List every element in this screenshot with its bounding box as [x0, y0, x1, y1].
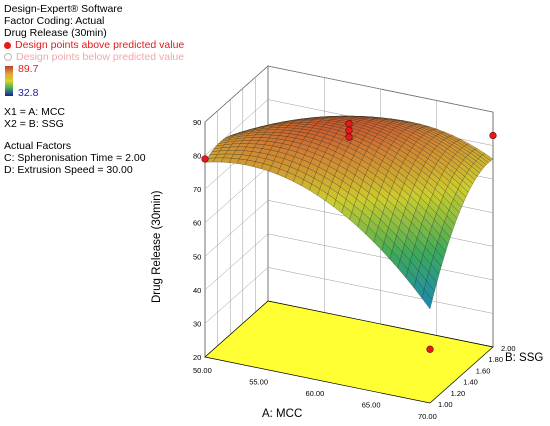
surface-cell [421, 289, 433, 310]
factor-coding: Factor Coding: Actual [4, 15, 105, 27]
y-tick-label: 1.20 [451, 389, 466, 398]
floor-plane [204, 300, 494, 404]
z-gridline [204, 65, 494, 123]
response-name: Drug Release (30min) [4, 27, 107, 39]
x-axis-label: A: MCC [262, 408, 302, 420]
actual-factor-c: C: Spheronisation Time = 2.00 [4, 152, 146, 164]
z-tick-label: 30 [193, 319, 201, 328]
red-dot-icon [4, 42, 11, 49]
z-tick-label: 40 [193, 286, 201, 295]
y-tick-label: 2.00 [501, 344, 516, 353]
design-point [345, 133, 353, 141]
scale-min-label: 32.8 [18, 87, 39, 99]
z-tick-label: 50 [193, 252, 201, 261]
z-tick-label: 90 [193, 118, 201, 127]
color-scale-bar [5, 66, 13, 96]
factor-x2: X2 = B: SSG [4, 118, 64, 130]
design-points [201, 120, 497, 353]
z-tick-label: 60 [193, 219, 201, 228]
legend-panel: Design-Expert® Software Factor Coding: A… [4, 3, 204, 176]
actual-factors-title: Actual Factors [4, 140, 72, 152]
scale-max-label: 89.7 [18, 63, 39, 75]
z-tick-label: 20 [193, 353, 201, 362]
design-point [345, 126, 353, 135]
design-point [426, 345, 434, 353]
design-point [201, 155, 209, 163]
legend-above: Design points above predicted value [4, 39, 204, 51]
z-tick-label: 80 [193, 152, 201, 161]
contour-floor [204, 300, 494, 404]
pink-dot-icon [4, 53, 12, 61]
legend-above-label: Design points above predicted value [15, 39, 185, 51]
software-name: Design-Expert® Software [4, 3, 123, 15]
axis-ticks: 50.00 55.00 60.00 65.00 70.001.00 1.20 1.40 1.6… [193, 118, 516, 421]
color-scale: 89.7 32.8 [4, 63, 204, 99]
x-tick-label: 70.00 [418, 412, 437, 421]
y-axis-label: B: SSG [505, 352, 543, 364]
z-tick-label: 70 [193, 185, 201, 194]
y-tick-label: 1.40 [463, 378, 478, 387]
x-tick-label: 55.00 [249, 378, 268, 387]
y-tick-label: 1.00 [438, 400, 453, 409]
design-point [489, 131, 497, 140]
z-gridline [204, 267, 494, 324]
y-tick-label: 1.60 [476, 366, 491, 375]
z-axis-label: Drug Release (30min) [151, 190, 163, 303]
design-point [345, 120, 353, 128]
x-tick-label: 65.00 [362, 401, 381, 410]
y-tick-label: 1.80 [488, 355, 503, 364]
legend-below: Design points below predicted value [4, 51, 204, 63]
actual-factor-d: D: Extrusion Speed = 30.00 [4, 164, 133, 176]
legend-below-label: Design points below predicted value [16, 51, 185, 63]
z-gridline [204, 233, 494, 291]
x-tick-label: 60.00 [306, 389, 325, 398]
x-tick-label: 50.00 [193, 366, 212, 375]
factor-x1: X1 = A: MCC [4, 106, 65, 118]
response-surface [204, 115, 494, 310]
